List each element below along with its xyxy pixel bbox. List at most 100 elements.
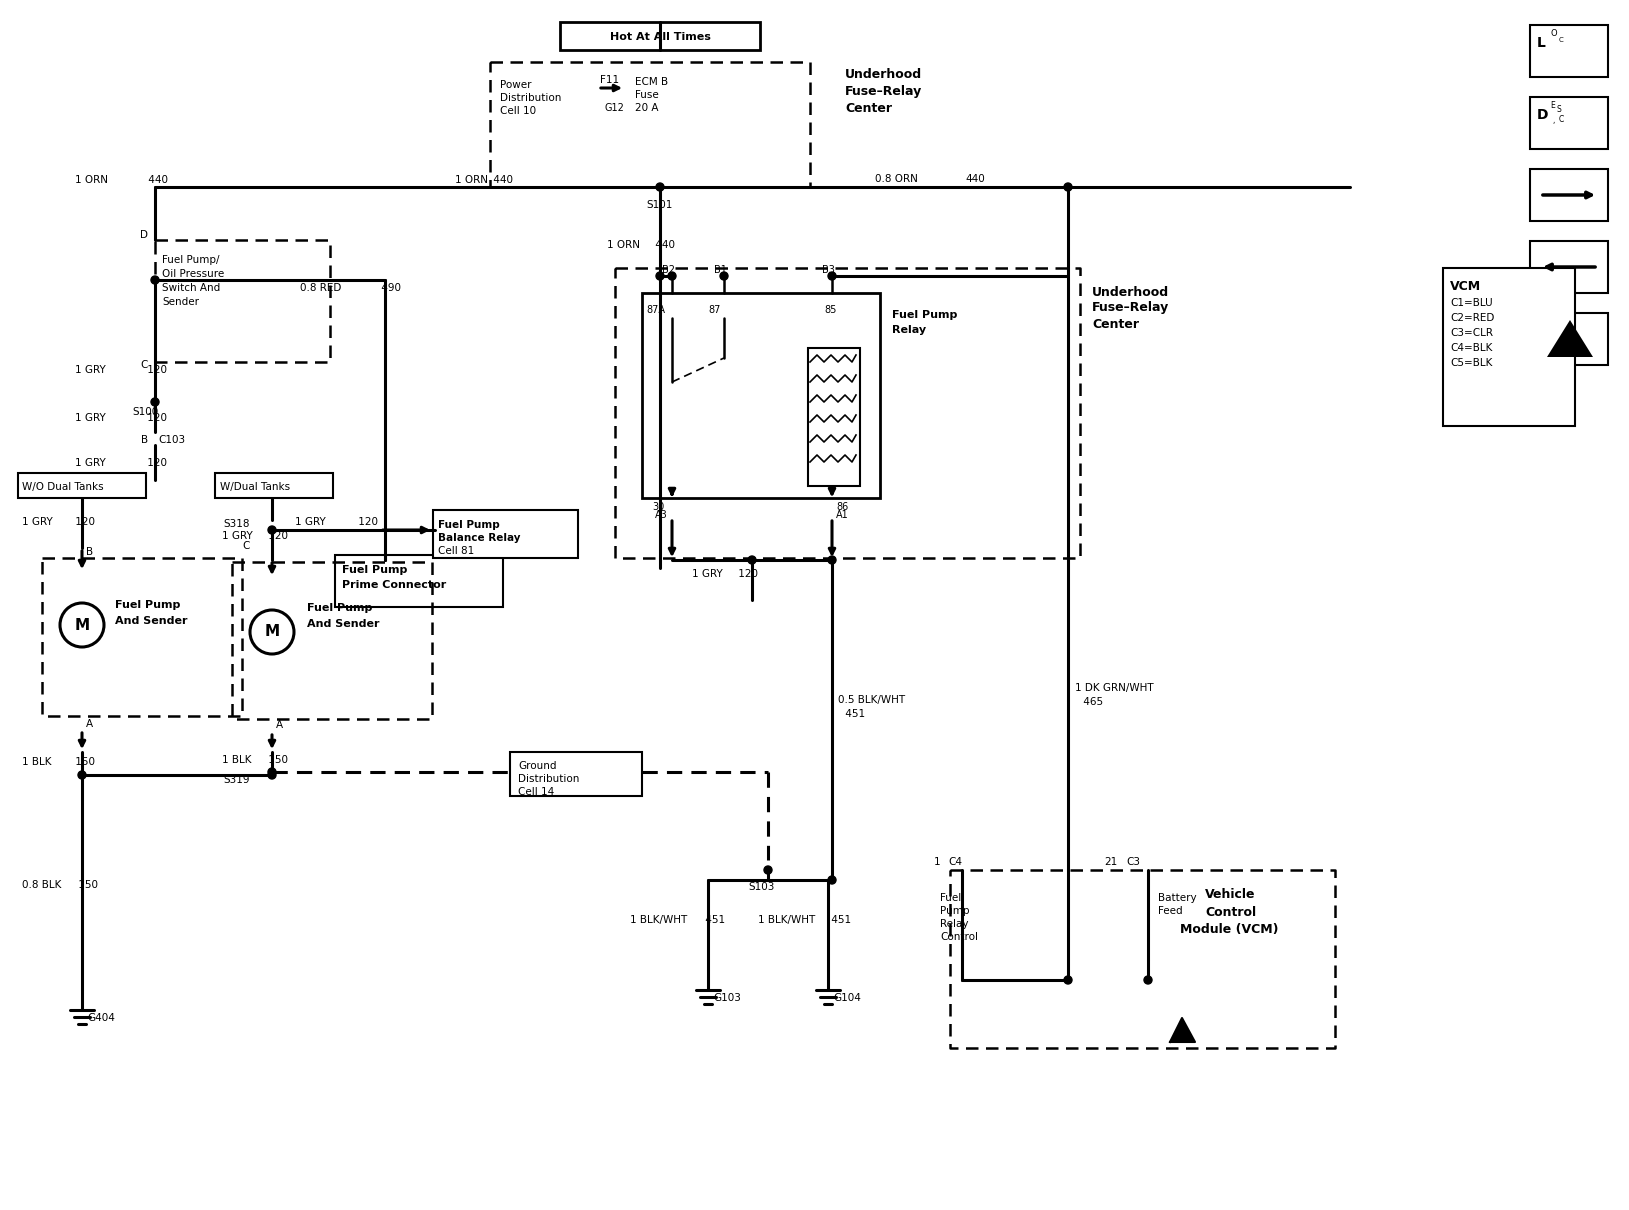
Text: W/O Dual Tanks: W/O Dual Tanks [23,482,104,492]
Text: Relay: Relay [893,325,927,335]
Text: A: A [275,720,283,730]
Text: Relay: Relay [940,920,969,929]
Text: 490: 490 [378,283,401,293]
Text: L: L [1538,36,1546,50]
Circle shape [828,557,836,564]
Text: 150: 150 [75,880,98,891]
Text: M: M [75,617,90,633]
Text: 440: 440 [964,174,986,184]
Bar [560,22,761,50]
Text: 86: 86 [836,502,849,512]
Text: Distribution: Distribution [518,774,580,784]
Text: 120: 120 [72,517,94,528]
Text: Control: Control [1205,905,1256,918]
Text: C: C [1559,115,1564,125]
Bar [18,473,147,499]
Text: Distribution: Distribution [500,93,562,103]
Text: S100: S100 [132,407,158,417]
Text: W/Dual Tanks: W/Dual Tanks [220,482,290,492]
Text: 1: 1 [933,857,940,868]
Circle shape [828,272,836,280]
Text: G104: G104 [832,993,860,1003]
Circle shape [269,768,275,776]
Circle shape [1144,976,1152,984]
Text: Balance Relay: Balance Relay [438,532,521,543]
Text: ECM B: ECM B [635,77,668,87]
Text: 87A: 87A [647,305,665,315]
Text: And Sender: And Sender [306,620,380,629]
Circle shape [668,272,676,280]
Circle shape [269,771,275,779]
Text: 440: 440 [145,175,168,185]
Text: Hot At All Times: Hot At All Times [609,31,710,42]
Bar [1530,97,1608,149]
Text: 120: 120 [735,569,757,580]
Text: 20 A: 20 A [635,103,658,113]
Text: 150: 150 [72,757,94,767]
Text: 150: 150 [266,755,288,765]
Text: G103: G103 [714,993,741,1003]
Text: C4: C4 [948,857,963,868]
Text: Sender: Sender [161,296,199,307]
Text: 1 GRY: 1 GRY [23,517,52,528]
Circle shape [269,526,275,534]
Bar [433,509,578,558]
Text: O: O [1551,29,1557,38]
Text: Fuel Pump: Fuel Pump [116,600,181,610]
Text: 85: 85 [824,305,836,315]
Text: D: D [1538,108,1549,122]
Text: Switch And: Switch And [161,283,220,293]
Text: 1 BLK/WHT: 1 BLK/WHT [757,915,814,924]
Text: 1 GRY: 1 GRY [692,569,723,580]
Text: 0.8 ORN: 0.8 ORN [875,174,917,184]
Bar [1530,25,1608,77]
Text: 1 BLK: 1 BLK [222,755,251,765]
Text: C: C [243,541,249,551]
Circle shape [1064,976,1072,984]
Text: 440: 440 [652,240,674,250]
Text: 1 GRY: 1 GRY [295,517,326,528]
Text: VCM: VCM [1450,280,1481,293]
Text: B1: B1 [714,265,727,275]
Text: Fuse–Relay: Fuse–Relay [845,86,922,98]
Text: 1 GRY: 1 GRY [75,413,106,423]
Text: S103: S103 [749,882,775,892]
Text: Battery: Battery [1158,893,1197,903]
Text: B: B [140,436,148,445]
Text: A: A [86,719,93,728]
Circle shape [748,557,756,564]
Text: M: M [264,624,280,640]
Circle shape [656,272,665,280]
Text: ,: , [1552,115,1554,125]
Text: 0.8 BLK: 0.8 BLK [23,880,62,891]
Text: S318: S318 [223,519,249,529]
Text: Cell 10: Cell 10 [500,106,536,116]
Text: 120: 120 [143,365,168,375]
Text: 440: 440 [490,175,513,185]
Circle shape [151,398,160,407]
Text: B3: B3 [823,265,836,275]
Text: 1 BLK: 1 BLK [23,757,52,767]
Text: And Sender: And Sender [116,616,187,626]
Text: 21: 21 [1104,857,1117,868]
Text: 120: 120 [355,517,378,528]
Text: C2=RED: C2=RED [1450,313,1494,323]
Text: Ground: Ground [518,761,557,771]
Text: Prime Connector: Prime Connector [342,580,446,590]
Bar [510,751,642,796]
Text: 120: 120 [143,459,168,468]
Polygon shape [1548,319,1593,357]
Text: C3=CLR: C3=CLR [1450,328,1494,338]
Bar [1530,241,1608,293]
Text: 1 ORN: 1 ORN [454,175,489,185]
Text: Cell 81: Cell 81 [438,546,474,557]
Bar [808,348,860,486]
Text: Center: Center [845,103,893,115]
Circle shape [78,771,86,779]
Text: S319: S319 [223,774,249,785]
Text: C1=BLU: C1=BLU [1450,298,1492,309]
Bar [1530,169,1608,221]
Text: Fuel Pump: Fuel Pump [893,310,958,319]
Text: 30: 30 [653,502,665,512]
Text: 1 DK GRN/WHT: 1 DK GRN/WHT [1075,682,1153,693]
